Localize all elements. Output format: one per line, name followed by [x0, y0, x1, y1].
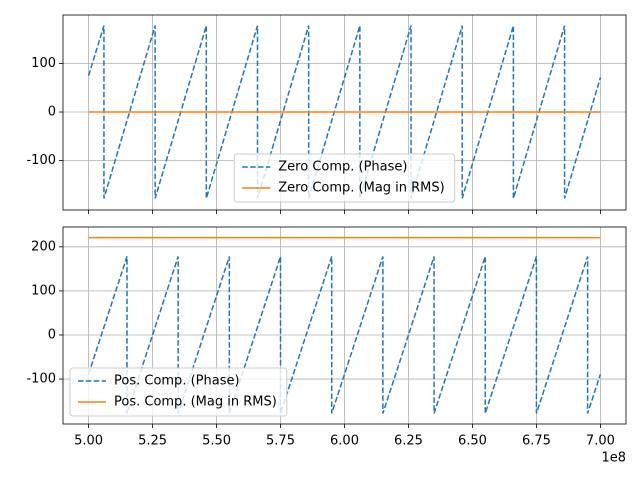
axes-frame: [62, 14, 627, 211]
x-tick-label: 5.75: [266, 434, 295, 449]
axes-frame: [62, 226, 627, 425]
legend-label: Zero Comp. (Phase): [278, 160, 407, 175]
legend-box: [69, 367, 288, 417]
y-tick-label: 100: [31, 56, 56, 71]
x-tick-label: 5.00: [74, 434, 103, 449]
y-tick-label: 0: [48, 327, 56, 342]
x-offset-label: 1e8: [601, 451, 626, 466]
y-tick-label: 200: [31, 239, 56, 254]
y-tick-label: -100: [26, 153, 56, 168]
legend: Zero Comp. (Phase) Zero Comp. (Mag in RMS…: [233, 153, 456, 203]
y-tick-label: 100: [31, 283, 56, 298]
y-tick-label: -100: [26, 372, 56, 387]
legend-label: Pos. Comp. (Mag in RMS): [114, 395, 277, 410]
x-tick-label: 6.00: [330, 434, 359, 449]
x-tick-label: 6.50: [458, 434, 487, 449]
x-tick-label: 5.50: [202, 434, 231, 449]
x-tick-label: 5.25: [138, 434, 167, 449]
legend-box: [233, 153, 456, 203]
y-tick-label: 0: [48, 105, 56, 120]
axes: 5.00 5.25 5.50 5.75 6.00 6.25 6.50 6.75 7.00 -100…: [26, 226, 627, 466]
legend-label: Zero Comp. (Mag in RMS): [278, 181, 444, 196]
x-tick-label: 6.25: [394, 434, 423, 449]
series-line: [87, 256, 602, 414]
legend: Pos. Comp. (Phase) Pos. Comp. (Mag in RMS…: [69, 367, 288, 417]
x-tick-label: 7.00: [586, 434, 615, 449]
legend-label: Pos. Comp. (Phase): [114, 374, 240, 389]
x-tick-label: 6.75: [522, 434, 551, 449]
axes: -100 0 100: [26, 14, 627, 214]
